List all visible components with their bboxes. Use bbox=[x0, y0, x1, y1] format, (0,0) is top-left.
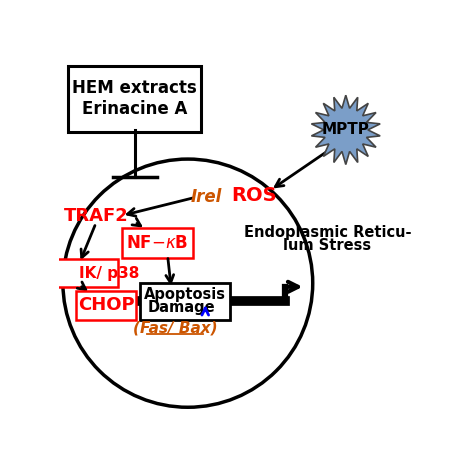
Text: Apoptosis: Apoptosis bbox=[144, 287, 226, 301]
Text: (Fas/ Bax): (Fas/ Bax) bbox=[133, 320, 217, 335]
Text: HEM extracts
Erinacine A: HEM extracts Erinacine A bbox=[72, 80, 197, 118]
Text: Damage: Damage bbox=[147, 300, 215, 315]
FancyBboxPatch shape bbox=[140, 283, 230, 319]
Text: NF$-\kappa$B: NF$-\kappa$B bbox=[126, 234, 189, 252]
Text: IK/ p38: IK/ p38 bbox=[80, 265, 140, 281]
Text: ROS: ROS bbox=[231, 186, 277, 205]
Text: lum Stress: lum Stress bbox=[283, 238, 372, 253]
FancyBboxPatch shape bbox=[68, 66, 201, 132]
Text: TRAF2: TRAF2 bbox=[64, 207, 128, 225]
FancyBboxPatch shape bbox=[122, 228, 193, 258]
Text: CHOP: CHOP bbox=[78, 296, 135, 314]
Polygon shape bbox=[311, 95, 380, 164]
Text: Irel: Irel bbox=[191, 188, 222, 206]
Text: MPTP: MPTP bbox=[322, 122, 370, 137]
Text: Endoplasmic Reticu-: Endoplasmic Reticu- bbox=[244, 225, 411, 239]
FancyBboxPatch shape bbox=[43, 259, 118, 287]
FancyBboxPatch shape bbox=[76, 291, 137, 319]
